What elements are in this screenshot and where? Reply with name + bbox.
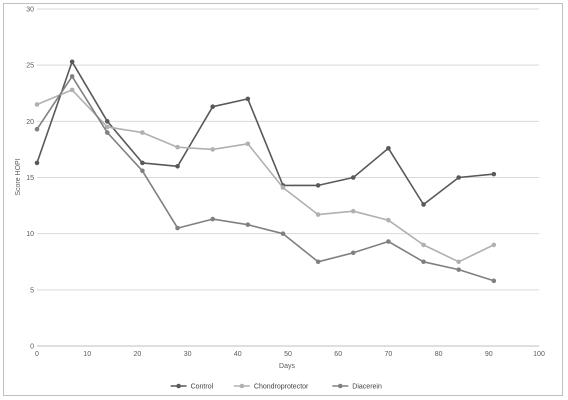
data-point xyxy=(421,259,426,265)
data-point xyxy=(210,216,215,222)
data-point xyxy=(386,239,391,244)
x-tick-label: 40 xyxy=(234,351,242,358)
tick-labels: 0 5 10 15 20 25 30 0 10 20 30 40 50 60 70 80 90 100 xyxy=(26,7,545,359)
x-tick-label: 30 xyxy=(184,351,192,358)
data-point xyxy=(456,175,461,180)
legend-item-diacerein: Diacerein xyxy=(332,384,382,391)
data-point xyxy=(280,231,286,236)
x-tick-label: 50 xyxy=(284,351,292,358)
data-point xyxy=(315,212,321,217)
data-point xyxy=(280,185,286,190)
x-tick-label: 0 xyxy=(35,351,39,358)
series-line xyxy=(36,89,495,263)
chart-frame xyxy=(3,3,563,396)
data-point xyxy=(104,119,110,124)
data-point xyxy=(34,126,40,132)
data-point xyxy=(421,202,426,207)
data-point xyxy=(69,74,75,79)
data-point xyxy=(421,242,426,248)
x-tick-label: 10 xyxy=(83,351,91,358)
data-point xyxy=(350,208,356,214)
legend-label: Chondroprotector xyxy=(254,384,309,391)
y-tick-label: 5 xyxy=(30,287,34,294)
y-tick-label: 10 xyxy=(26,231,34,238)
data-point xyxy=(210,104,215,110)
series-diacerein xyxy=(34,74,497,284)
data-point xyxy=(245,141,251,147)
legend: Control Chondroprotector Diacerein xyxy=(170,383,382,391)
series-layer xyxy=(34,59,497,284)
x-tick-label: 70 xyxy=(385,351,393,358)
data-point xyxy=(210,147,215,152)
data-point xyxy=(491,242,497,248)
data-point xyxy=(491,171,497,177)
data-point xyxy=(140,160,145,166)
data-point xyxy=(34,102,40,107)
legend-label: Diacerein xyxy=(352,384,382,391)
data-point xyxy=(175,225,180,231)
data-point xyxy=(386,145,391,151)
y-tick-label: 30 xyxy=(26,7,34,14)
data-point xyxy=(315,183,321,188)
data-point xyxy=(140,130,145,135)
series-line xyxy=(36,75,495,282)
data-point xyxy=(350,250,356,256)
data-point xyxy=(245,96,251,102)
data-point xyxy=(104,124,110,130)
data-point xyxy=(104,130,110,135)
x-tick-label: 60 xyxy=(334,351,342,358)
legend-label: Control xyxy=(191,384,214,391)
legend-item-control: Control xyxy=(170,383,214,391)
data-point xyxy=(491,278,497,284)
y-tick-label: 20 xyxy=(26,119,34,126)
data-point xyxy=(315,259,321,265)
legend-item-chondroprotector: Chondroprotector xyxy=(233,383,309,391)
data-point xyxy=(175,144,180,150)
data-point xyxy=(69,87,75,93)
data-point xyxy=(456,267,461,272)
x-tick-label: 90 xyxy=(485,351,493,358)
y-tick-label: 0 xyxy=(30,344,34,351)
data-point xyxy=(386,217,391,223)
x-axis-title: Days xyxy=(279,363,295,370)
legend-marker xyxy=(239,383,245,389)
series-control xyxy=(34,59,497,207)
data-point xyxy=(456,259,461,265)
data-point xyxy=(34,160,40,166)
legend-marker xyxy=(176,383,181,389)
legend-marker xyxy=(338,383,343,389)
x-tick-label: 100 xyxy=(533,351,545,358)
y-axis-title: Score HOPI xyxy=(15,158,22,195)
data-point xyxy=(140,168,145,174)
series-chondroprotector xyxy=(34,87,497,265)
data-point xyxy=(245,222,251,227)
y-tick-label: 15 xyxy=(26,175,34,182)
data-point xyxy=(350,175,356,180)
data-point xyxy=(69,59,75,65)
x-tick-label: 20 xyxy=(134,351,142,358)
data-point xyxy=(175,163,180,169)
x-tick-label: 80 xyxy=(435,351,443,358)
y-tick-label: 25 xyxy=(26,63,34,70)
